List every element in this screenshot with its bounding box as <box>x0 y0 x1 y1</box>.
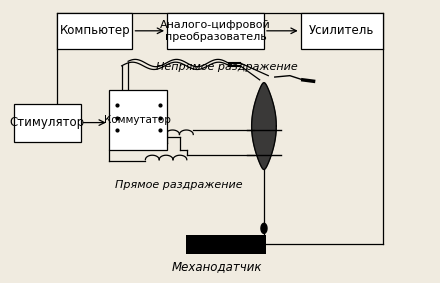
Polygon shape <box>261 223 267 233</box>
Text: Компьютер: Компьютер <box>59 24 130 37</box>
Bar <box>14 104 81 142</box>
Text: Непрямое раздражение: Непрямое раздражение <box>156 62 298 72</box>
Bar <box>57 13 132 49</box>
Bar <box>187 235 266 254</box>
Bar <box>167 13 264 49</box>
Bar <box>301 13 382 49</box>
Bar <box>109 90 167 150</box>
Text: Стимулятор: Стимулятор <box>10 116 85 129</box>
Text: Механодатчик: Механодатчик <box>171 260 262 273</box>
Text: Аналого-цифровой
преобразователь: Аналого-цифровой преобразователь <box>160 20 271 42</box>
Text: Прямое раздражение: Прямое раздражение <box>115 180 243 190</box>
Text: Коммутатор: Коммутатор <box>104 115 171 125</box>
Polygon shape <box>252 83 276 170</box>
Text: Усилитель: Усилитель <box>309 24 374 37</box>
